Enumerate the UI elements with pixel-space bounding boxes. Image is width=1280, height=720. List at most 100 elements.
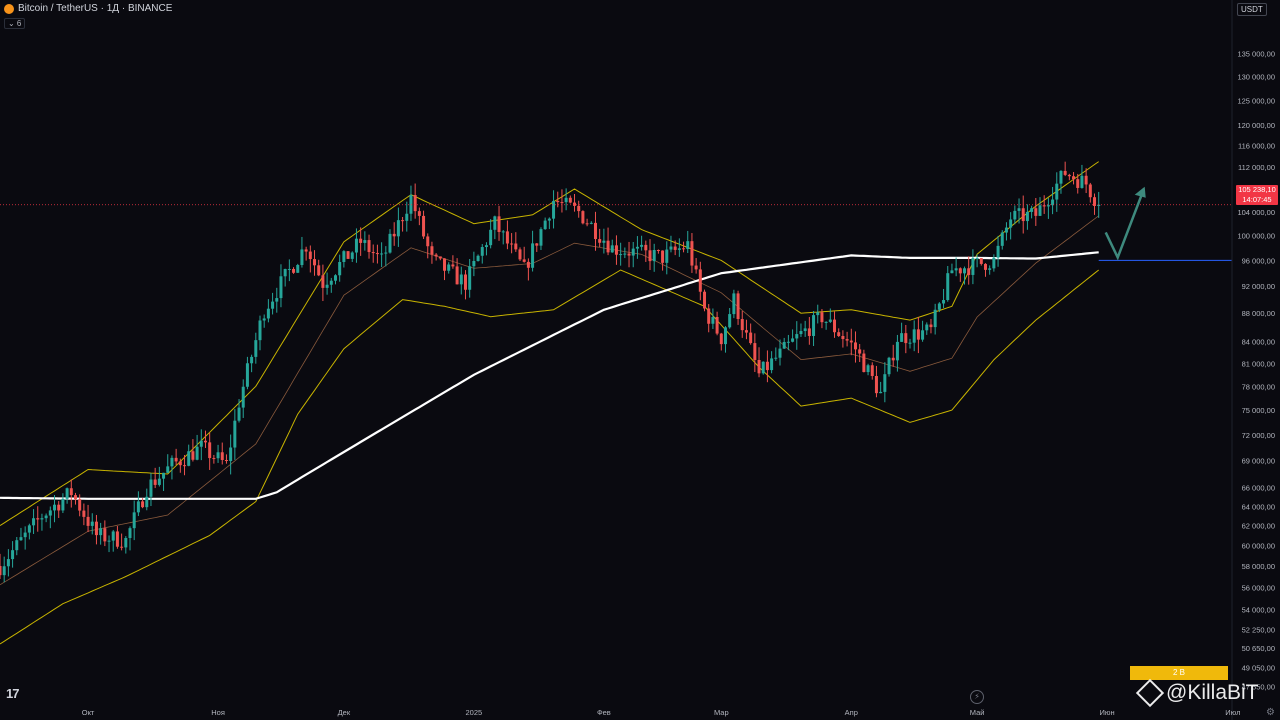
- candle-body: [275, 298, 279, 302]
- y-tick-label: 66 000,00: [1242, 484, 1275, 493]
- candle-body: [426, 236, 430, 247]
- candle-body: [44, 515, 48, 519]
- candle-body: [250, 356, 254, 364]
- candle-body: [526, 261, 530, 268]
- currency-selector[interactable]: USDT: [1237, 3, 1267, 16]
- candle-body: [254, 340, 258, 357]
- sma-200-line: [0, 251, 1099, 500]
- candle-body: [828, 319, 832, 322]
- candle-body: [392, 233, 396, 237]
- candle-body: [946, 273, 950, 301]
- candle-body: [564, 197, 568, 203]
- candle-body: [1088, 184, 1092, 198]
- candle-body: [686, 241, 690, 250]
- candle-body: [73, 495, 77, 500]
- candle-body: [48, 510, 52, 516]
- y-tick-label: 52 250,00: [1242, 625, 1275, 634]
- candle-body: [963, 268, 967, 274]
- candle-body: [661, 250, 665, 263]
- candle-body: [497, 216, 501, 232]
- candle-body: [396, 220, 400, 237]
- candle-body: [833, 319, 837, 333]
- candle-body: [350, 252, 354, 259]
- candle-body: [950, 270, 954, 274]
- candle-body: [799, 331, 803, 335]
- candle-body: [547, 218, 551, 221]
- y-tick-label: 125 000,00: [1237, 96, 1275, 105]
- candle-body: [1097, 204, 1101, 206]
- candle-body: [153, 479, 157, 485]
- candle-body: [845, 339, 849, 341]
- y-tick-label: 135 000,00: [1237, 50, 1275, 59]
- candle-body: [451, 264, 455, 267]
- candle-body: [363, 240, 367, 243]
- settings-gear-icon[interactable]: ⚙: [1266, 707, 1275, 718]
- candle-body: [447, 264, 451, 271]
- candle-body: [224, 459, 228, 462]
- candle-body: [1046, 205, 1050, 207]
- candle-body: [543, 220, 547, 230]
- candle-body: [921, 330, 925, 340]
- candle-body: [937, 303, 941, 310]
- x-tick-label: Дек: [338, 708, 351, 717]
- candle-body: [887, 357, 891, 375]
- candle-body: [1072, 176, 1076, 180]
- candle-body: [162, 472, 166, 479]
- candle-body: [170, 457, 174, 467]
- candle-body: [296, 265, 300, 273]
- candle-body: [86, 516, 90, 526]
- y-tick-label: 81 000,00: [1242, 359, 1275, 368]
- y-tick-label: 56 000,00: [1242, 583, 1275, 592]
- candle-body: [342, 251, 346, 262]
- projection-arrow-line[interactable]: [1104, 194, 1143, 261]
- candle-body: [493, 216, 497, 230]
- candle-body: [514, 243, 518, 250]
- candle-body: [602, 240, 606, 243]
- candle-body: [1084, 175, 1088, 185]
- x-tick-label: Апр: [845, 708, 858, 717]
- bollinger-upper-line: [0, 161, 1099, 527]
- candle-body: [36, 518, 40, 520]
- candle-body: [573, 202, 577, 206]
- candle-body: [329, 280, 333, 285]
- candle-body: [837, 332, 841, 336]
- candle-body: [69, 488, 73, 496]
- indicators-collapse-button[interactable]: ⌄ 6: [4, 18, 26, 29]
- candle-body: [174, 457, 178, 462]
- candle-body: [866, 365, 870, 373]
- tradingview-logo-icon[interactable]: 17: [6, 686, 20, 701]
- candle-body: [132, 512, 136, 529]
- candle-body: [266, 308, 270, 319]
- y-tick-label: 120 000,00: [1237, 121, 1275, 130]
- candle-body: [1025, 211, 1029, 222]
- y-tick-label: 88 000,00: [1242, 309, 1275, 318]
- y-tick-label: 92 000,00: [1242, 282, 1275, 291]
- x-tick-label: Май: [970, 708, 985, 717]
- y-tick-label: 75 000,00: [1242, 406, 1275, 415]
- y-tick-label: 50 650,00: [1242, 644, 1275, 653]
- candle-body: [216, 452, 220, 459]
- candle-body: [300, 249, 304, 266]
- lightning-icon[interactable]: ⚡: [970, 690, 984, 704]
- candle-body: [598, 239, 602, 243]
- candle-body: [304, 249, 308, 252]
- candle-body: [262, 318, 266, 321]
- candle-body: [853, 342, 857, 350]
- candle-body: [707, 308, 711, 324]
- last-price-tag: 105 238,10 14:07:45: [1236, 185, 1278, 205]
- y-tick-label: 84 000,00: [1242, 337, 1275, 346]
- candle-body: [698, 269, 702, 292]
- candle-body: [53, 504, 57, 511]
- candle-body: [157, 478, 161, 485]
- candle-body: [317, 265, 321, 276]
- candle-body: [2, 566, 6, 576]
- candle-body: [900, 333, 904, 342]
- candle-body: [1059, 170, 1063, 184]
- x-tick-label: Ноя: [211, 708, 225, 717]
- symbol-legend[interactable]: Bitcoin / TetherUS · 1Д · BINANCE: [4, 3, 172, 14]
- candle-body: [422, 215, 426, 237]
- candle-body: [484, 245, 488, 248]
- y-tick-label: 54 000,00: [1242, 605, 1275, 614]
- y-tick-label: 47 550,00: [1242, 682, 1275, 691]
